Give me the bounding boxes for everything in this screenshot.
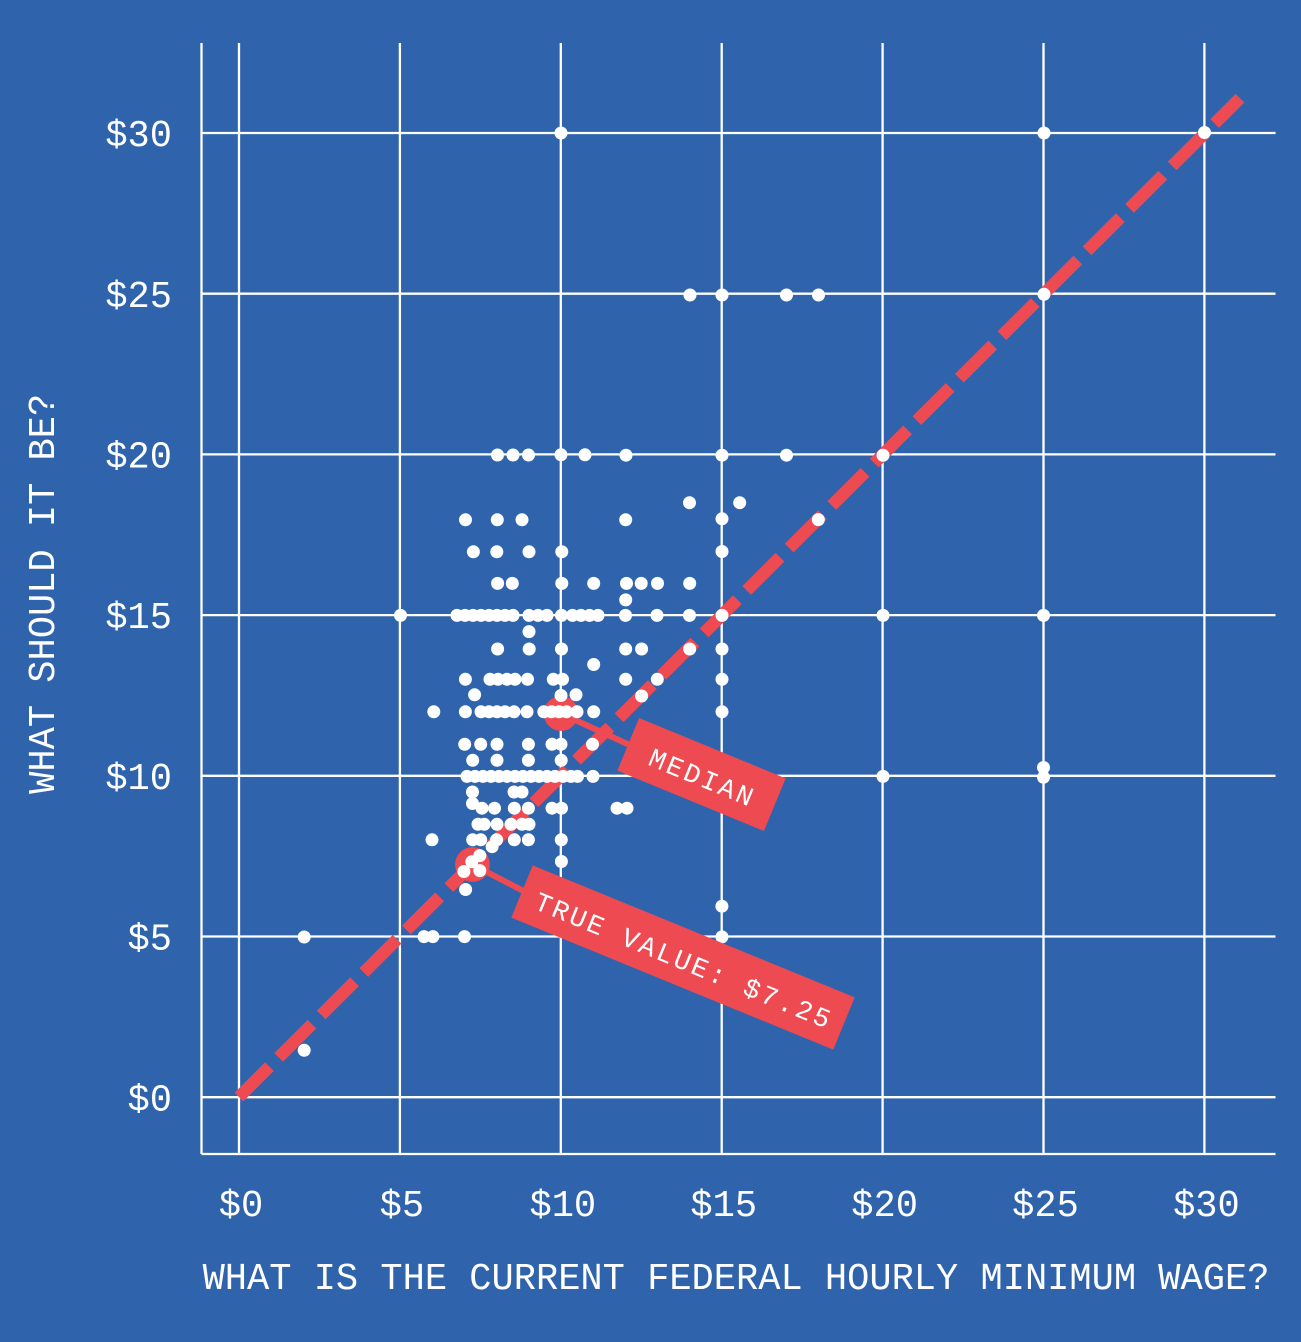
svg-text:$0: $0 — [219, 1186, 263, 1229]
svg-text:$20: $20 — [105, 437, 172, 480]
svg-text:$30: $30 — [1173, 1186, 1240, 1229]
svg-text:$15: $15 — [690, 1186, 757, 1229]
svg-text:$0: $0 — [128, 1080, 172, 1123]
svg-text:$5: $5 — [128, 919, 172, 962]
svg-text:$20: $20 — [851, 1186, 918, 1229]
svg-text:$25: $25 — [105, 276, 172, 319]
svg-text:$10: $10 — [529, 1186, 596, 1229]
svg-text:$10: $10 — [105, 759, 172, 802]
svg-text:$5: $5 — [380, 1186, 424, 1229]
svg-text:$25: $25 — [1012, 1186, 1079, 1229]
svg-text:WHAT IS THE CURRENT FEDERAL HO: WHAT IS THE CURRENT FEDERAL HOURLY MINIM… — [203, 1259, 1270, 1302]
svg-text:$30: $30 — [105, 116, 172, 159]
svg-text:WHAT SHOULD IT BE?: WHAT SHOULD IT BE? — [24, 394, 67, 794]
svg-text:$15: $15 — [105, 598, 172, 641]
